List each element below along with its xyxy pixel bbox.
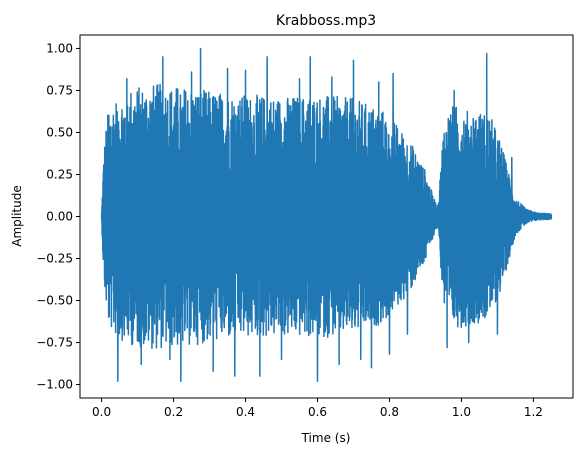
y-tick-label: 0.00 — [46, 210, 73, 224]
x-tick-label: 1.2 — [524, 405, 543, 419]
waveform-series-line — [102, 48, 552, 381]
x-tick-label: 0.0 — [92, 405, 111, 419]
x-axis-ticks: 0.0 0.2 0.4 0.6 0.8 1.0 1.2 — [92, 398, 543, 419]
x-tick-label: 0.2 — [164, 405, 183, 419]
x-tick-label: 1.0 — [452, 405, 471, 419]
y-axis-label: Amplitude — [10, 185, 24, 247]
chart-title: Krabboss.mp3 — [276, 13, 376, 29]
y-axis-ticks: −1.00 −0.75 −0.50 −0.25 0.00 0.25 0.50 0.75 1.00 — [36, 41, 80, 391]
x-tick-label: 0.8 — [380, 405, 399, 419]
y-tick-label: −1.00 — [36, 378, 73, 392]
y-tick-label: 0.25 — [46, 167, 73, 181]
x-axis-label: Time (s) — [301, 431, 351, 445]
x-tick-label: 0.6 — [308, 405, 327, 419]
y-tick-label: −0.75 — [36, 336, 73, 350]
y-tick-label: 1.00 — [46, 41, 73, 55]
x-tick-label: 0.4 — [236, 405, 255, 419]
y-tick-label: −0.25 — [36, 252, 73, 266]
y-tick-label: −0.50 — [36, 294, 73, 308]
y-tick-label: 0.75 — [46, 83, 73, 97]
plot-area — [80, 35, 573, 398]
y-tick-label: 0.50 — [46, 125, 73, 139]
